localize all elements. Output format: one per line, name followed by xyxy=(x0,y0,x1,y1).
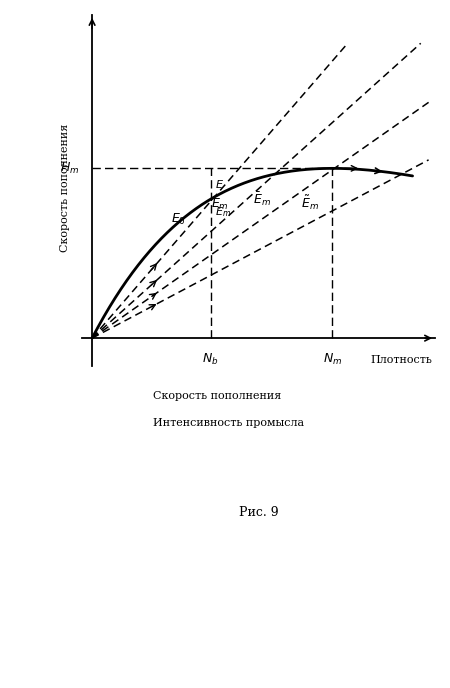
Text: Интенсивность промысла: Интенсивность промысла xyxy=(153,418,304,428)
Text: Скорость пополнения: Скорость пополнения xyxy=(60,123,70,252)
Text: Рис. 9: Рис. 9 xyxy=(239,506,279,519)
Text: $E_m$: $E_m$ xyxy=(212,197,229,212)
Text: $E$: $E$ xyxy=(216,178,225,190)
Text: $N_m$: $N_m$ xyxy=(323,352,342,367)
Text: $\bar{E}_m$: $\bar{E}_m$ xyxy=(253,191,271,208)
Text: $H_m$: $H_m$ xyxy=(60,161,79,176)
Text: $\tilde{E}_m$: $\tilde{E}_m$ xyxy=(301,193,319,212)
Text: Плотность: Плотность xyxy=(370,354,432,365)
Text: $E_m$: $E_m$ xyxy=(216,206,232,219)
Text: $N_b$: $N_b$ xyxy=(202,352,219,367)
Text: Скорость пополнения: Скорость пополнения xyxy=(153,391,281,400)
Text: $E_0$: $E_0$ xyxy=(171,213,186,227)
